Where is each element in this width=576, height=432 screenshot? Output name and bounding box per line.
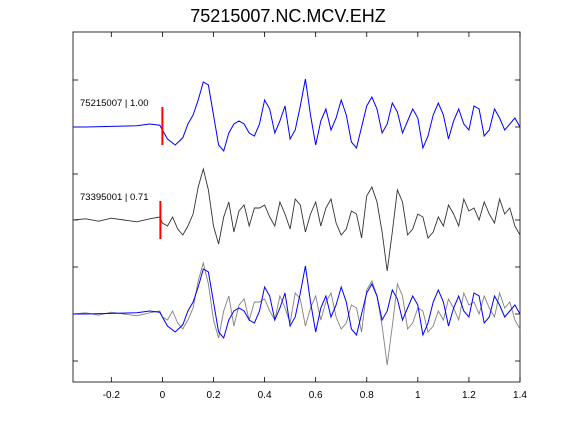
trace-line-comparison [72, 167, 521, 272]
plot-frame [72, 31, 521, 383]
axis-ticks: -0.2 0 0.2 0.4 0.6 0.8 1 1.2 1.4 [73, 32, 527, 401]
trace-line-overlay-blue [73, 265, 521, 340]
x-tick-label: 0.8 [360, 390, 374, 401]
trace-label-reference: 75215007 | 1.00 [80, 98, 149, 109]
x-tick-label: 0 [160, 390, 166, 401]
x-tick-label: 0.6 [309, 390, 323, 401]
x-tick-label: 0.2 [207, 390, 221, 401]
trace-labels: 75215007 | 1.00 73395001 | 0.71 [80, 98, 149, 203]
x-tick-label: 0.4 [258, 390, 272, 401]
trace-line-reference [73, 78, 521, 153]
x-tick-label: 1.2 [462, 390, 476, 401]
pick-markers [159, 107, 164, 239]
chart-title: 75215007.NC.MCV.EHZ [190, 6, 385, 26]
trace-layer [72, 78, 521, 366]
x-tick-label: 1 [415, 390, 421, 401]
x-tick-label: -0.2 [103, 390, 121, 401]
x-tick-label: 1.4 [513, 390, 527, 401]
trace-label-comparison: 73395001 | 0.71 [80, 192, 149, 203]
